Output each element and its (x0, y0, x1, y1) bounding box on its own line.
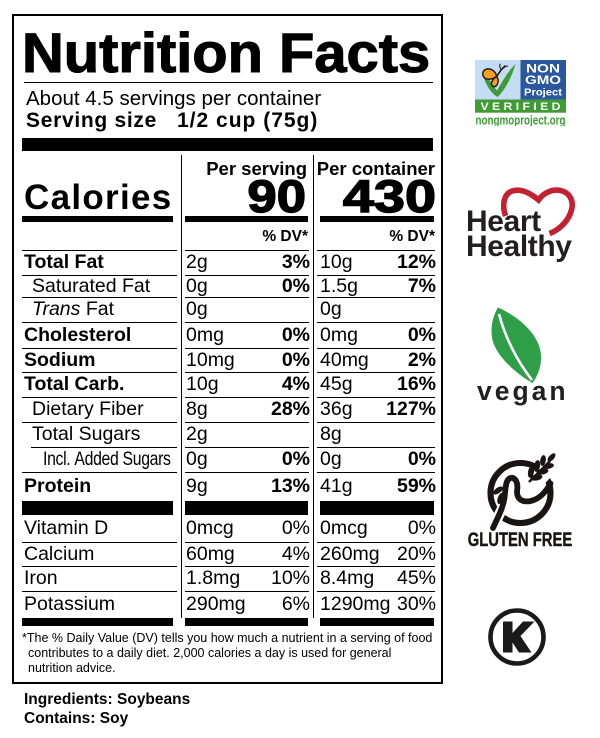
svg-text:GMO: GMO (525, 75, 561, 87)
svg-text:Project: Project (524, 87, 563, 99)
svg-text:nongmoproject.org: nongmoproject.org (476, 114, 566, 127)
svg-text:NON: NON (526, 64, 560, 76)
svg-text:V E R I F I E D: V E R I F I E D (481, 101, 561, 113)
